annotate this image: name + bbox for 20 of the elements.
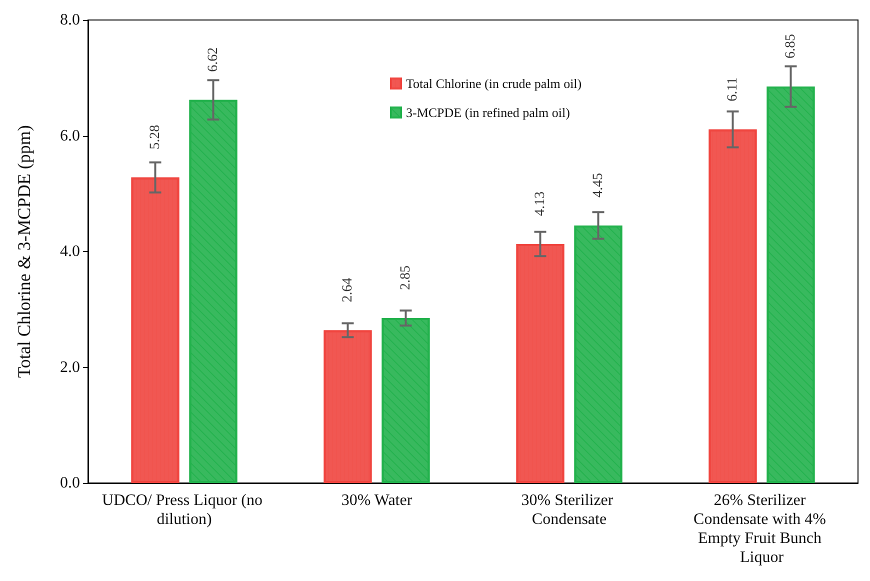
x-tick-label: 26% Sterilizer Condensate with 4% Empty Fruit Bunch Liquor [694,492,830,566]
legend-label: Total Chlorine (in crude palm oil) [406,76,582,91]
y-axis-title: Total Chlorine & 3-MCPDE (ppm) [14,125,34,378]
x-tick-label: UDCO/ Press Liquor (no dilution) [102,492,266,528]
data-label: 6.85 [783,34,798,59]
data-label: 4.45 [590,172,606,198]
data-label: 6.62 [206,47,221,72]
y-tick-label: 8.0 [60,12,80,28]
y-tick-label: 4.0 [60,243,80,260]
x-tick-label: 30% Water [341,492,413,509]
legend-label: 3-MCPDE (in refined palm oil) [406,105,570,120]
data-label: 2.64 [340,278,356,302]
data-label: 4.13 [532,191,548,216]
y-tick-label: 6.0 [60,127,80,144]
x-tick-label: 30% Sterilizer Condensate [521,492,618,528]
y-tick-label: 2.0 [60,358,80,376]
data-label: 5.28 [148,124,163,150]
y-tick-label: 0.0 [60,474,80,492]
data-label: 2.85 [398,266,414,290]
data-label: 6.11 [725,77,740,102]
